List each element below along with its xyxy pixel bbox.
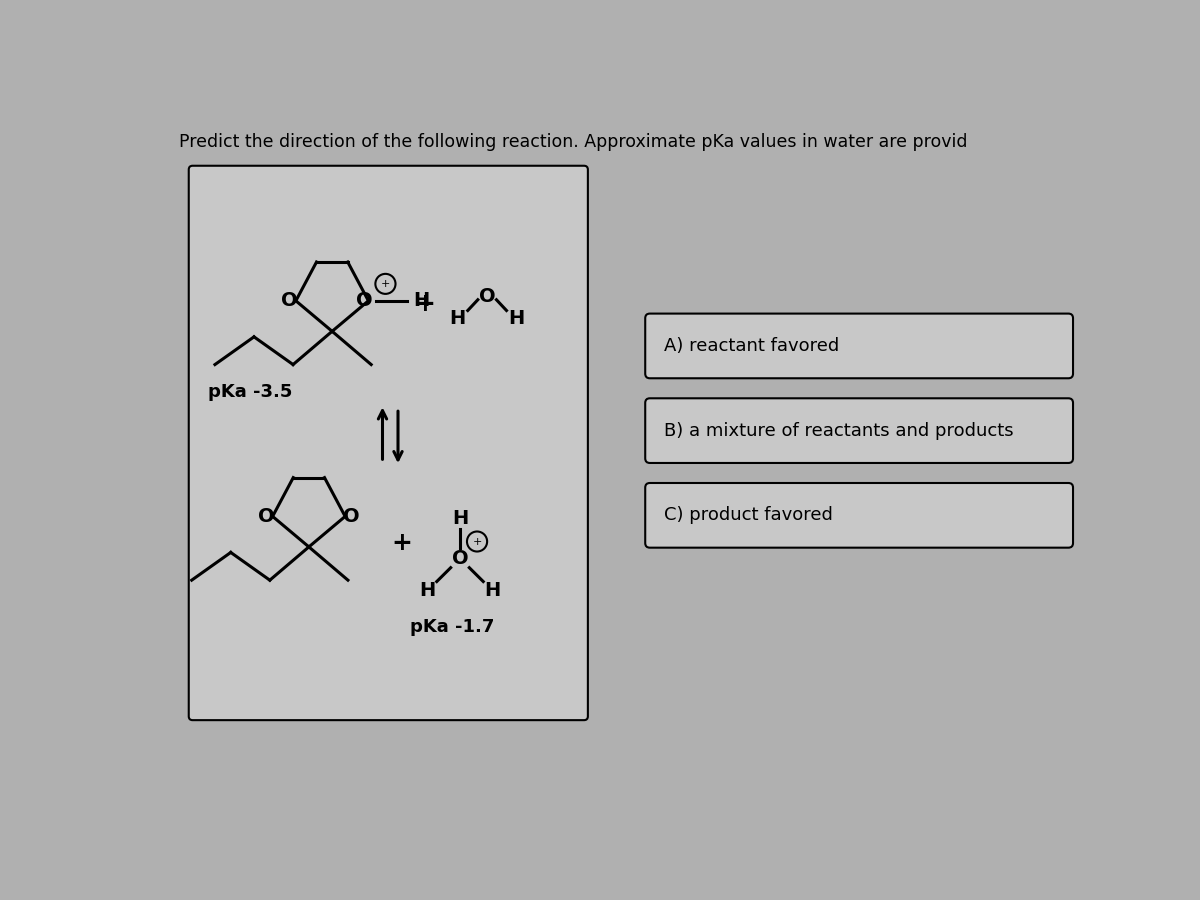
Text: A) reactant favored: A) reactant favored [664,337,839,355]
Text: Predict the direction of the following reaction. Approximate pKa values in water: Predict the direction of the following r… [180,132,968,150]
FancyBboxPatch shape [646,399,1073,463]
Text: H: H [419,581,436,600]
Text: O: O [258,507,275,526]
FancyBboxPatch shape [646,313,1073,378]
Text: H: H [452,508,468,528]
Text: O: O [343,507,360,526]
Text: B) a mixture of reactants and products: B) a mixture of reactants and products [664,421,1014,439]
FancyBboxPatch shape [646,483,1073,548]
Text: C) product favored: C) product favored [664,507,833,525]
Text: +: + [473,536,481,546]
Text: pKa -1.7: pKa -1.7 [409,617,494,635]
Text: H: H [450,309,466,328]
Text: H: H [413,292,430,310]
Text: O: O [451,549,468,568]
Text: +: + [380,279,390,289]
FancyBboxPatch shape [188,166,588,720]
Text: +: + [391,531,413,555]
Text: H: H [485,581,500,600]
Text: O: O [356,292,373,310]
Text: pKa -3.5: pKa -3.5 [208,382,293,400]
Text: O: O [281,292,298,310]
Text: +: + [415,292,436,317]
Text: H: H [509,309,524,328]
Text: O: O [479,287,496,306]
